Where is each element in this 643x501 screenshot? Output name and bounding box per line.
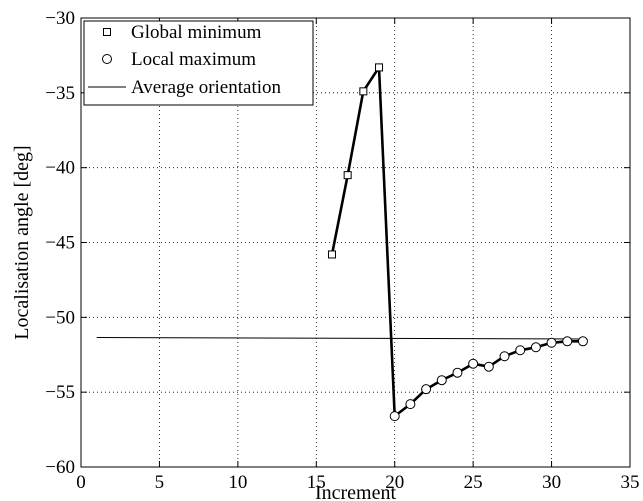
local-maximum-point	[546, 337, 557, 348]
x-tick-label: 25	[464, 472, 483, 493]
local-maximum-point	[530, 342, 541, 353]
data-lines	[96, 66, 583, 418]
y-tick-label: −55	[45, 382, 75, 403]
legend: Global minimum Local maximum Average orien…	[83, 20, 314, 106]
y-tick-label: −45	[45, 233, 75, 254]
legend-item-label: Average orientation	[131, 77, 281, 98]
global-minimum-point	[327, 250, 336, 259]
y-tick-label: −30	[45, 8, 75, 29]
grid-lines	[81, 18, 630, 467]
y-tick-label: −35	[45, 83, 75, 104]
legend-item-label: Global minimum	[131, 22, 262, 43]
y-axis-label: Localisation angle [deg]	[11, 145, 33, 339]
local-maximum-point	[577, 336, 588, 347]
x-tick-label: 35	[621, 472, 640, 493]
legend-item-label: Local maximum	[131, 49, 256, 70]
y-tick-label: −50	[45, 307, 75, 328]
local-maximum-point	[452, 367, 463, 378]
x-tick-label: 10	[228, 472, 247, 493]
data-markers	[327, 63, 588, 422]
local-maximum-point	[468, 358, 479, 369]
localisation-path-line	[330, 66, 583, 418]
legend-box	[83, 20, 314, 106]
x-axis-label: Increment	[315, 482, 397, 501]
global-minimum-point	[359, 87, 368, 96]
global-minimum-point	[343, 171, 352, 180]
local-maximum-point	[421, 384, 432, 395]
legend-square-icon	[103, 28, 111, 36]
x-tick-label: 15	[307, 472, 326, 493]
x-tick-label: 5	[155, 472, 165, 493]
legend-circle-icon	[102, 54, 112, 64]
y-tick-label: −40	[45, 158, 75, 179]
local-maximum-point	[405, 399, 416, 410]
local-maximum-point	[515, 345, 526, 356]
average-orientation-line	[96, 337, 583, 340]
global-minimum-point	[375, 63, 384, 72]
y-tick-label: −60	[45, 457, 75, 478]
x-tick-label: 0	[76, 472, 86, 493]
local-maximum-point	[436, 375, 447, 386]
local-maximum-point	[483, 361, 494, 372]
local-maximum-point	[389, 411, 400, 422]
axis-ticks: 0 5 10 15 20 25 30 35 −60 −55 −50 −45 −40 −35 −30	[45, 8, 639, 493]
x-tick-label: 30	[542, 472, 561, 493]
x-tick-label: 20	[385, 472, 404, 493]
local-maximum-point	[562, 336, 573, 347]
local-maximum-point	[499, 351, 510, 362]
